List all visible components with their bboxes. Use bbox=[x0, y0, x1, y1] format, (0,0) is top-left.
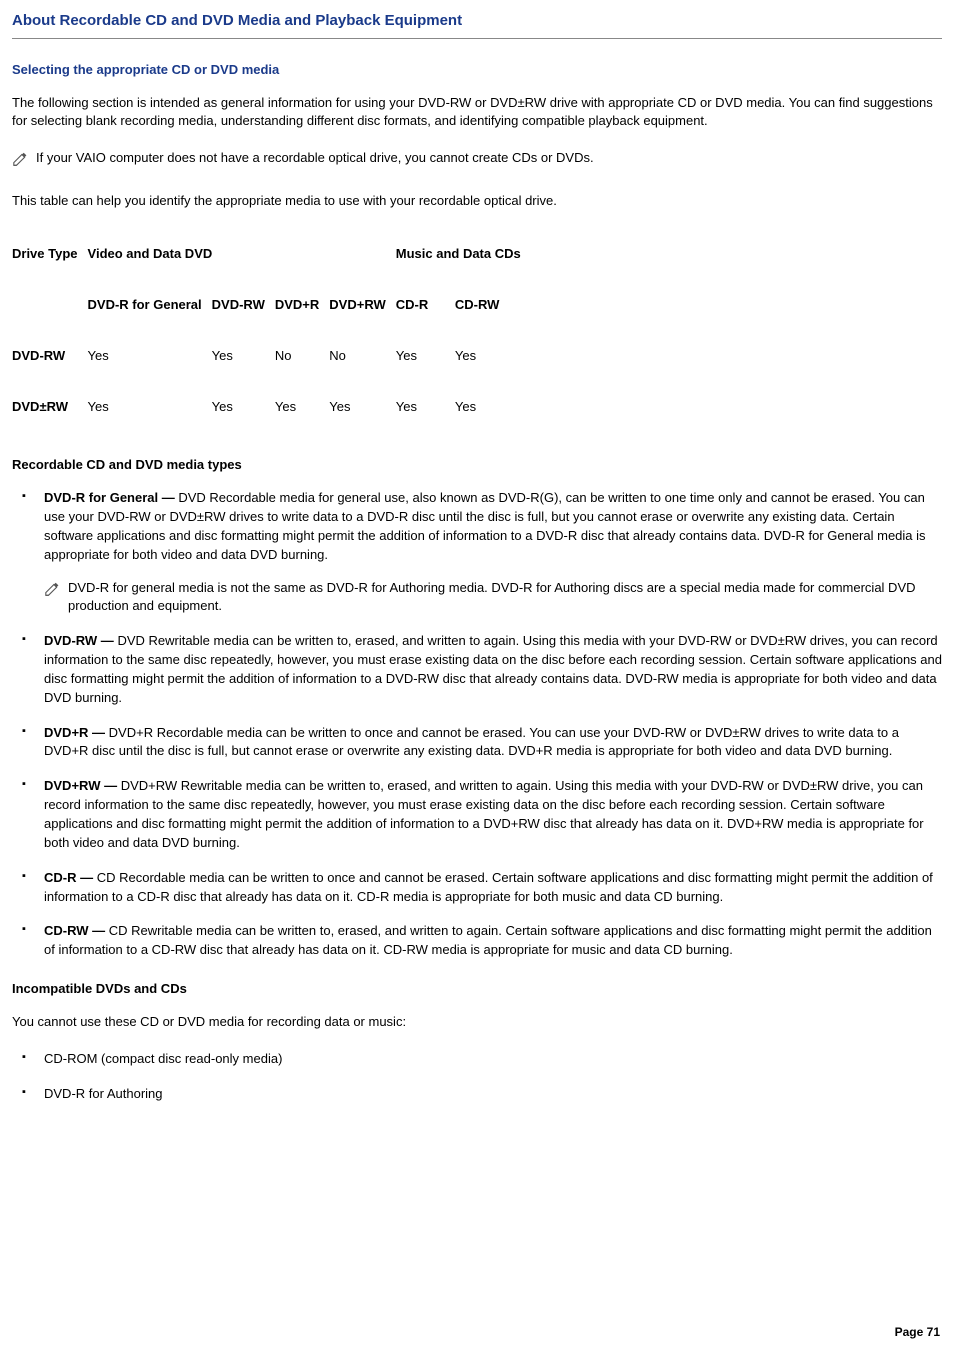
table-cell: No bbox=[329, 331, 395, 382]
table-cell: Yes bbox=[88, 382, 212, 433]
table-row: DVD±RW Yes Yes Yes Yes Yes Yes bbox=[12, 382, 531, 433]
list-item: CD-R — CD Recordable media can be writte… bbox=[12, 869, 942, 907]
description: DVD Rewritable media can be written to, … bbox=[44, 633, 942, 705]
table-cell: Yes bbox=[455, 382, 531, 433]
term: DVD+R — bbox=[44, 725, 109, 740]
list-item: DVD-R for General — DVD Recordable media… bbox=[12, 489, 942, 616]
term: CD-RW — bbox=[44, 923, 109, 938]
pencil-note-icon bbox=[44, 580, 64, 604]
incompatible-heading: Incompatible DVDs and CDs bbox=[12, 980, 942, 999]
media-types-list: DVD-R for General — DVD Recordable media… bbox=[12, 489, 942, 960]
list-item: DVD+R — DVD+R Recordable media can be wr… bbox=[12, 724, 942, 762]
pencil-note-icon bbox=[12, 150, 32, 174]
table-row: DVD-RW Yes Yes No No Yes Yes bbox=[12, 331, 531, 382]
section-heading: Selecting the appropriate CD or DVD medi… bbox=[12, 61, 942, 80]
description: CD Rewritable media can be written to, e… bbox=[44, 923, 932, 957]
page-number: Page 71 bbox=[895, 1324, 940, 1341]
description: CD Recordable media can be written to on… bbox=[44, 870, 933, 904]
list-item: CD-RW — CD Rewritable media can be writt… bbox=[12, 922, 942, 960]
table-header: DVD-R for General bbox=[88, 280, 212, 331]
note-text: DVD-R for general media is not the same … bbox=[68, 579, 942, 617]
table-group-header: Drive Type bbox=[12, 229, 88, 280]
table-header: DVD+RW bbox=[329, 280, 395, 331]
table-cell: Yes bbox=[212, 331, 275, 382]
table-header-row: DVD-R for General DVD-RW DVD+R DVD+RW CD… bbox=[12, 280, 531, 331]
table-header bbox=[12, 280, 88, 331]
table-header: DVD+R bbox=[275, 280, 329, 331]
table-cell: Yes bbox=[396, 331, 455, 382]
inner-note: DVD-R for general media is not the same … bbox=[44, 579, 942, 617]
table-group-header: Music and Data CDs bbox=[396, 229, 531, 280]
table-group-row: Drive Type Video and Data DVD Music and … bbox=[12, 229, 531, 280]
description: DVD+RW Rewritable media can be written t… bbox=[44, 778, 924, 850]
media-types-heading: Recordable CD and DVD media types bbox=[12, 456, 942, 475]
table-cell: Yes bbox=[455, 331, 531, 382]
term: DVD-RW — bbox=[44, 633, 117, 648]
list-item: DVD-R for Authoring bbox=[12, 1085, 942, 1104]
media-compat-table: Drive Type Video and Data DVD Music and … bbox=[12, 229, 531, 432]
row-label: DVD±RW bbox=[12, 382, 88, 433]
term: DVD+RW — bbox=[44, 778, 121, 793]
row-label: DVD-RW bbox=[12, 331, 88, 382]
note-text: If your VAIO computer does not have a re… bbox=[36, 149, 942, 168]
note-block: If your VAIO computer does not have a re… bbox=[12, 149, 942, 174]
table-cell: No bbox=[275, 331, 329, 382]
table-cell: Yes bbox=[396, 382, 455, 433]
list-item: DVD-RW — DVD Rewritable media can be wri… bbox=[12, 632, 942, 707]
table-cell: Yes bbox=[212, 382, 275, 433]
table-header: CD-R bbox=[396, 280, 455, 331]
list-item: DVD+RW — DVD+RW Rewritable media can be … bbox=[12, 777, 942, 852]
incompatible-list: CD-ROM (compact disc read-only media) DV… bbox=[12, 1050, 942, 1104]
table-header: DVD-RW bbox=[212, 280, 275, 331]
term: DVD-R for General — bbox=[44, 490, 178, 505]
table-cell: Yes bbox=[329, 382, 395, 433]
table-group-header: Video and Data DVD bbox=[88, 229, 396, 280]
table-intro: This table can help you identify the app… bbox=[12, 192, 942, 211]
intro-paragraph: The following section is intended as gen… bbox=[12, 94, 942, 132]
incompatible-intro: You cannot use these CD or DVD media for… bbox=[12, 1013, 942, 1032]
table-cell: Yes bbox=[275, 382, 329, 433]
description: DVD+R Recordable media can be written to… bbox=[44, 725, 899, 759]
table-header: CD-RW bbox=[455, 280, 531, 331]
term: CD-R — bbox=[44, 870, 97, 885]
list-item: CD-ROM (compact disc read-only media) bbox=[12, 1050, 942, 1069]
page-title: About Recordable CD and DVD Media and Pl… bbox=[12, 10, 942, 39]
table-cell: Yes bbox=[88, 331, 212, 382]
